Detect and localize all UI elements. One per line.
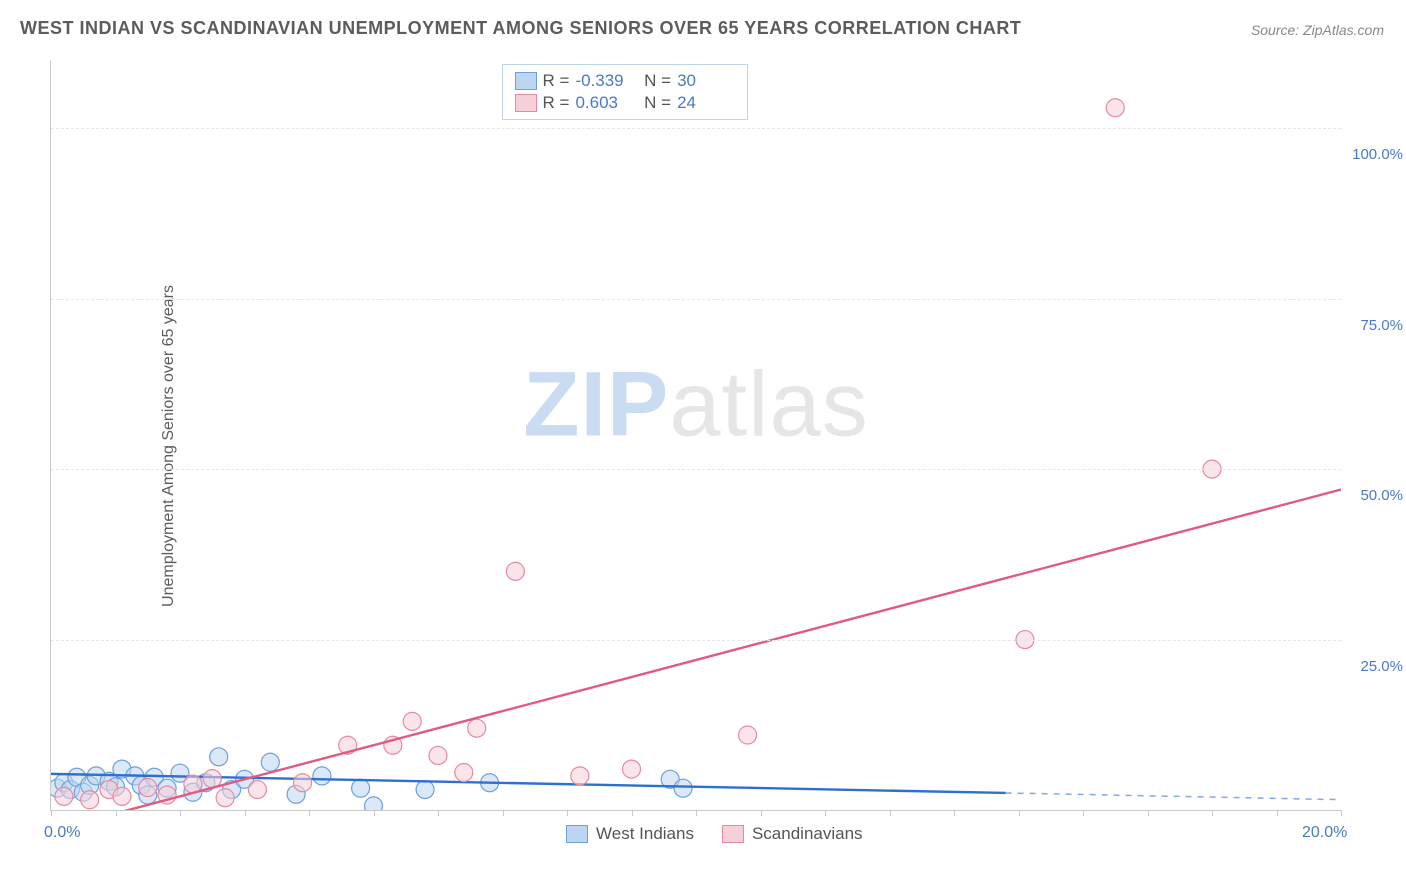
legend-item: Scandinavians bbox=[722, 824, 863, 844]
chart-title: WEST INDIAN VS SCANDINAVIAN UNEMPLOYMENT… bbox=[20, 18, 1021, 39]
x-tick bbox=[374, 810, 375, 816]
scatter-point bbox=[352, 779, 370, 797]
scatter-point bbox=[429, 746, 447, 764]
scatter-point bbox=[313, 767, 331, 785]
corr-value-r: -0.339 bbox=[575, 71, 633, 91]
legend-swatch bbox=[515, 72, 537, 90]
legend-label: Scandinavians bbox=[752, 824, 863, 844]
corr-label-r: R = bbox=[543, 71, 570, 91]
x-tick bbox=[1277, 810, 1278, 816]
x-tick bbox=[761, 810, 762, 816]
x-tick bbox=[503, 810, 504, 816]
corr-label-n: N = bbox=[639, 71, 671, 91]
legend-swatch bbox=[515, 94, 537, 112]
gridline bbox=[51, 299, 1341, 300]
x-tick bbox=[696, 810, 697, 816]
legend-label: West Indians bbox=[596, 824, 694, 844]
corr-legend-row: R =0.603 N = 24 bbox=[515, 93, 736, 113]
x-tick bbox=[180, 810, 181, 816]
scatter-point bbox=[623, 760, 641, 778]
x-tick bbox=[1212, 810, 1213, 816]
correlation-legend: R =-0.339 N = 30 R =0.603 N = 24 bbox=[502, 64, 749, 120]
x-tick bbox=[116, 810, 117, 816]
corr-value-r: 0.603 bbox=[575, 93, 633, 113]
scatter-point bbox=[248, 781, 266, 799]
series-legend: West Indians Scandinavians bbox=[566, 824, 863, 844]
x-tick bbox=[245, 810, 246, 816]
legend-item: West Indians bbox=[566, 824, 694, 844]
scatter-point bbox=[113, 787, 131, 805]
scatter-point bbox=[81, 791, 99, 809]
scatter-point bbox=[416, 781, 434, 799]
x-tick bbox=[890, 810, 891, 816]
scatter-point bbox=[403, 712, 421, 730]
scatter-point bbox=[365, 797, 383, 810]
scatter-point bbox=[139, 779, 157, 797]
x-tick bbox=[954, 810, 955, 816]
scatter-point bbox=[674, 779, 692, 797]
y-tick-label: 75.0% bbox=[1360, 317, 1403, 334]
scatter-point bbox=[571, 767, 589, 785]
legend-swatch bbox=[722, 825, 744, 843]
x-tick bbox=[51, 810, 52, 816]
y-tick-label: 25.0% bbox=[1360, 658, 1403, 675]
corr-label-n: N = bbox=[639, 93, 671, 113]
x-tick bbox=[825, 810, 826, 816]
x-tick bbox=[1341, 810, 1342, 816]
gridline bbox=[51, 469, 1341, 470]
corr-label-r: R = bbox=[543, 93, 570, 113]
scatter-point bbox=[455, 764, 473, 782]
corr-value-n: 30 bbox=[677, 71, 735, 91]
x-tick bbox=[632, 810, 633, 816]
corr-legend-row: R =-0.339 N = 30 bbox=[515, 71, 736, 91]
scatter-point bbox=[739, 726, 757, 744]
legend-swatch bbox=[566, 825, 588, 843]
source-attribution: Source: ZipAtlas.com bbox=[1251, 22, 1384, 38]
x-tick bbox=[1083, 810, 1084, 816]
x-axis-label-right: 20.0% bbox=[1302, 824, 1347, 842]
x-tick bbox=[1148, 810, 1149, 816]
trend-line-extrapolated bbox=[1006, 793, 1341, 800]
gridline bbox=[51, 640, 1341, 641]
plot-svg bbox=[51, 60, 1341, 810]
x-tick bbox=[438, 810, 439, 816]
scatter-point bbox=[261, 753, 279, 771]
gridline bbox=[51, 128, 1341, 129]
x-axis-label-left: 0.0% bbox=[44, 824, 80, 842]
scatter-plot: ZIPatlas 25.0%50.0%75.0%100.0% bbox=[50, 60, 1341, 811]
scatter-point bbox=[506, 562, 524, 580]
scatter-point bbox=[55, 787, 73, 805]
x-tick bbox=[309, 810, 310, 816]
scatter-point bbox=[468, 719, 486, 737]
scatter-point bbox=[1106, 99, 1124, 117]
x-tick bbox=[1019, 810, 1020, 816]
scatter-point bbox=[294, 774, 312, 792]
scatter-point bbox=[216, 789, 234, 807]
y-tick-label: 100.0% bbox=[1352, 146, 1403, 163]
scatter-point bbox=[210, 748, 228, 766]
x-tick bbox=[567, 810, 568, 816]
y-tick-label: 50.0% bbox=[1360, 487, 1403, 504]
corr-value-n: 24 bbox=[677, 93, 735, 113]
